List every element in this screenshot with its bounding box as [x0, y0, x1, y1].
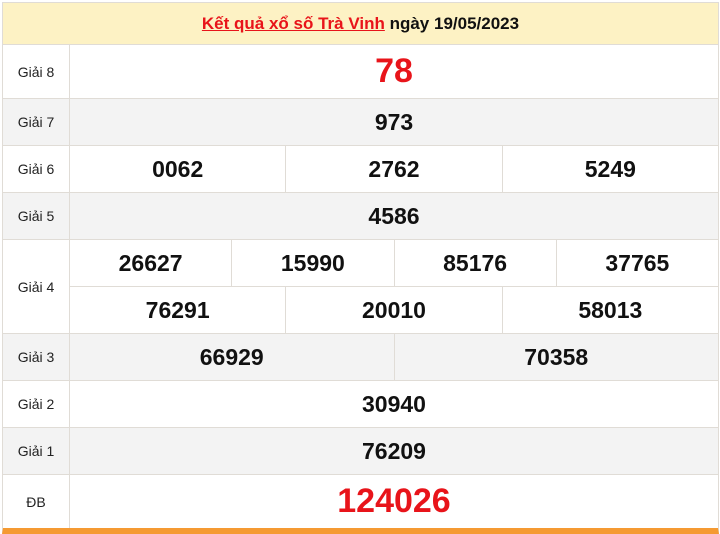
prize-number: 76209 [362, 437, 426, 464]
prize-number: 30940 [362, 390, 426, 417]
prize-row: Giải 4 26627 15990 85176 37765 76291 20010 5801… [3, 240, 718, 334]
prize-number: 20010 [285, 287, 501, 333]
prize-number: 973 [374, 108, 414, 135]
prize-number: 15990 [231, 240, 393, 286]
draw-date: ngày 19/05/2023 [384, 14, 520, 33]
prize-number: 76291 [145, 296, 210, 323]
prize-row: Giải 7 973 [3, 99, 718, 146]
prize-label: Giải 3 [3, 334, 70, 380]
prize-number: 66929 [199, 343, 264, 370]
prize-label: Giải 8 [3, 45, 70, 98]
prize-row: Giải 5 4586 [3, 193, 718, 240]
prize-number: 70358 [393, 334, 719, 380]
prize-label: Giải 1 [3, 428, 70, 474]
prize-number: 5249 [501, 146, 718, 192]
prize-number: 124026 [337, 482, 451, 520]
prize-row: Giải 2 30940 [3, 381, 718, 428]
prize-row: Giải 1 76209 [3, 428, 718, 475]
prize-number: 0062 [152, 155, 204, 182]
prize-number: 2762 [285, 146, 501, 192]
prize-row: ĐB 124026 [3, 475, 718, 528]
province-results-link[interactable]: Kết quả xổ số Trà Vinh [201, 14, 385, 33]
prize-number: 4586 [368, 202, 420, 229]
table-header: Kết quả xổ số Trà Vinh ngày 19/05/2023 [3, 3, 718, 45]
prize-number: 58013 [501, 287, 718, 333]
prize-label: Giải 6 [3, 146, 70, 192]
prize-number: 85176 [393, 240, 556, 286]
prize-row: Giải 3 66929 70358 [3, 334, 718, 381]
prize-label: Giải 2 [3, 381, 70, 427]
prize-row: Giải 6 0062 2762 5249 [3, 146, 718, 193]
prize-row: Giải 8 78 [3, 45, 718, 99]
prize-number: 37765 [555, 240, 718, 286]
prize-number: 78 [375, 52, 413, 90]
prize-label: ĐB [3, 475, 70, 528]
prize-number: 26627 [118, 249, 183, 276]
prize-label: Giải 5 [3, 193, 70, 239]
prize-label: Giải 7 [3, 99, 70, 145]
prize-label: Giải 4 [3, 240, 70, 333]
